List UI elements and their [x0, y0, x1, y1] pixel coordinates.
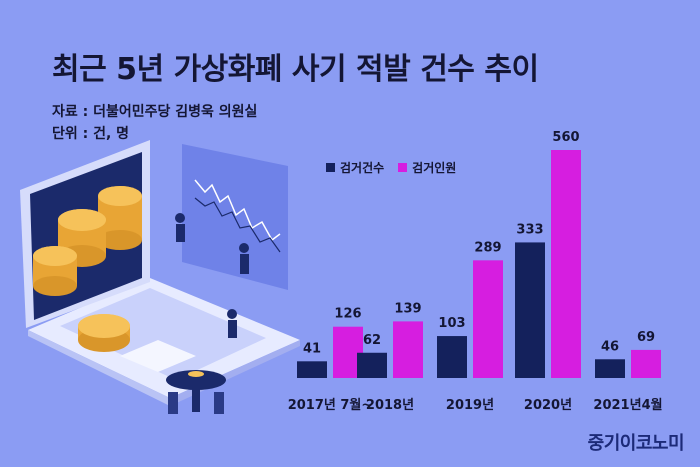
- data-label-arrests-2: 103: [438, 316, 465, 331]
- data-label-arrests-3: 333: [516, 222, 543, 237]
- category-label-0: 2017년 7월~: [288, 397, 373, 413]
- data-label-arrests-1: 62: [363, 333, 381, 348]
- bar-arrests-4: [595, 359, 625, 378]
- legend-swatch-people: [398, 163, 408, 172]
- source-note: 자료 : 더불어민주당 김병욱 의원실: [52, 104, 258, 120]
- chart-title: 최근 5년 가상화폐 사기 적발 건수 추이: [52, 52, 539, 87]
- legend-label-people: 검거인원: [412, 161, 457, 175]
- bar-arrests-3: [515, 242, 545, 378]
- floating-chart-screen-icon: [182, 144, 288, 290]
- bar-arrests-2: [437, 336, 467, 378]
- data-label-people-0: 126: [334, 307, 361, 322]
- bars-layer: 41 126 2017년 7월~ 62 139 2018년 103 289 2019년 333 56…: [288, 130, 663, 413]
- legend: 검거건수 검거인원: [326, 159, 456, 176]
- bar-arrests-1: [357, 352, 387, 378]
- bar-people-1: [393, 321, 423, 378]
- category-label-3: 2020년: [524, 398, 572, 413]
- category-label-2: 2019년: [446, 398, 494, 413]
- data-label-people-1: 139: [394, 301, 421, 316]
- cafe-table-icon: [166, 370, 226, 414]
- legend-swatch-arrests: [326, 163, 335, 172]
- data-label-people-2: 289: [474, 240, 501, 255]
- category-label-1: 2018년: [366, 398, 414, 413]
- category-label-4: 2021년4월: [593, 397, 662, 413]
- bar-people-4: [631, 349, 661, 378]
- legend-item-people: 검거인원: [398, 159, 456, 176]
- unit-note: 단위 : 건, 명: [52, 126, 130, 142]
- bar-people-2: [473, 260, 503, 378]
- legend-item-arrests: 검거건수: [326, 159, 384, 176]
- data-label-arrests-4: 46: [601, 339, 619, 354]
- bar-arrests-0: [297, 361, 327, 378]
- data-label-people-3: 560: [552, 130, 579, 145]
- brand-logo: 중기이코노미: [587, 433, 685, 454]
- legend-label-arrests: 검거건수: [340, 161, 385, 175]
- person-figure-icon: [175, 213, 249, 338]
- laptop-bitcoin-illustration: [20, 140, 300, 414]
- bitcoin-coin-icon: [33, 186, 142, 352]
- data-label-people-4: 69: [637, 330, 655, 345]
- bar-people-3: [551, 150, 581, 378]
- data-label-arrests-0: 41: [303, 341, 321, 356]
